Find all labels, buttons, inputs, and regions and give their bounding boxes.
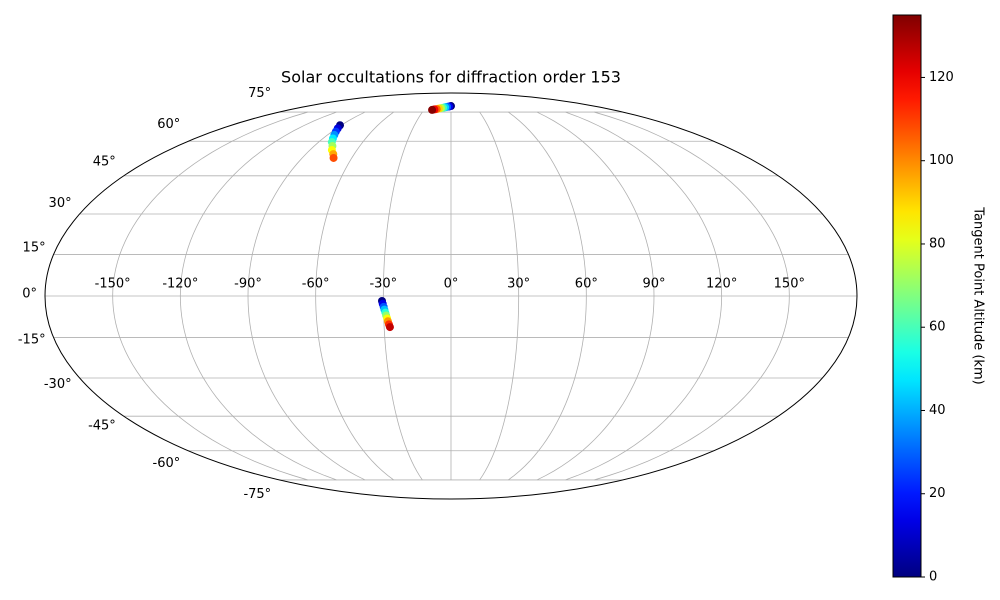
- y-tick-label: 15°: [23, 241, 46, 256]
- colorbar-tick-label: 120: [929, 70, 954, 85]
- y-tick-label: 0°: [22, 287, 37, 302]
- x-tick-label: 120°: [706, 277, 737, 292]
- colorbar-tick-label: 40: [929, 403, 946, 418]
- y-tick-label: 75°: [248, 86, 271, 101]
- x-tick-label: 0°: [444, 277, 459, 292]
- point: [385, 323, 394, 332]
- point: [329, 153, 338, 162]
- colorbar-label: Tangent Point Altitude (km): [971, 206, 986, 384]
- y-tick-label: 45°: [93, 154, 116, 169]
- grid-line: [508, 111, 587, 481]
- grid-line: [536, 111, 655, 481]
- colorbar-tick-label: 20: [929, 486, 946, 501]
- map-frame: [44, 92, 858, 500]
- grid-line: [112, 111, 308, 481]
- y-tick-label: -45°: [88, 419, 116, 434]
- y-tick-label: -15°: [18, 332, 46, 347]
- grid-line: [382, 111, 423, 481]
- y-tick-label: -60°: [153, 456, 181, 471]
- point: [428, 105, 437, 114]
- colorbar-tick-label: 100: [929, 153, 954, 168]
- chart-title: Solar occultations for diffraction order…: [281, 68, 621, 87]
- x-tick-label: -60°: [302, 277, 330, 292]
- x-tick-label: -120°: [162, 277, 198, 292]
- x-tick-label: -150°: [95, 277, 131, 292]
- x-tick-label: 90°: [642, 277, 665, 292]
- grid-line: [479, 111, 520, 481]
- grid-line: [315, 111, 394, 481]
- y-tick-label: 60°: [157, 117, 180, 132]
- x-tick-label: 150°: [774, 277, 805, 292]
- y-tick-label: 30°: [49, 196, 72, 211]
- colorbar-tick-label: 0: [929, 570, 937, 585]
- grid-line: [565, 111, 723, 481]
- x-tick-label: -30°: [369, 277, 397, 292]
- colorbar-tick-label: 80: [929, 236, 946, 251]
- x-tick-label: 30°: [507, 277, 530, 292]
- x-tick-label: 60°: [575, 277, 598, 292]
- x-tick-label: -90°: [234, 277, 262, 292]
- grid-line: [594, 111, 790, 481]
- y-tick-label: -30°: [44, 377, 72, 392]
- y-tick-label: -75°: [243, 487, 271, 502]
- colorbar-tick-label: 60: [929, 320, 946, 335]
- grid-line: [179, 111, 337, 481]
- colorbar: [892, 14, 922, 578]
- grid-line: [247, 111, 366, 481]
